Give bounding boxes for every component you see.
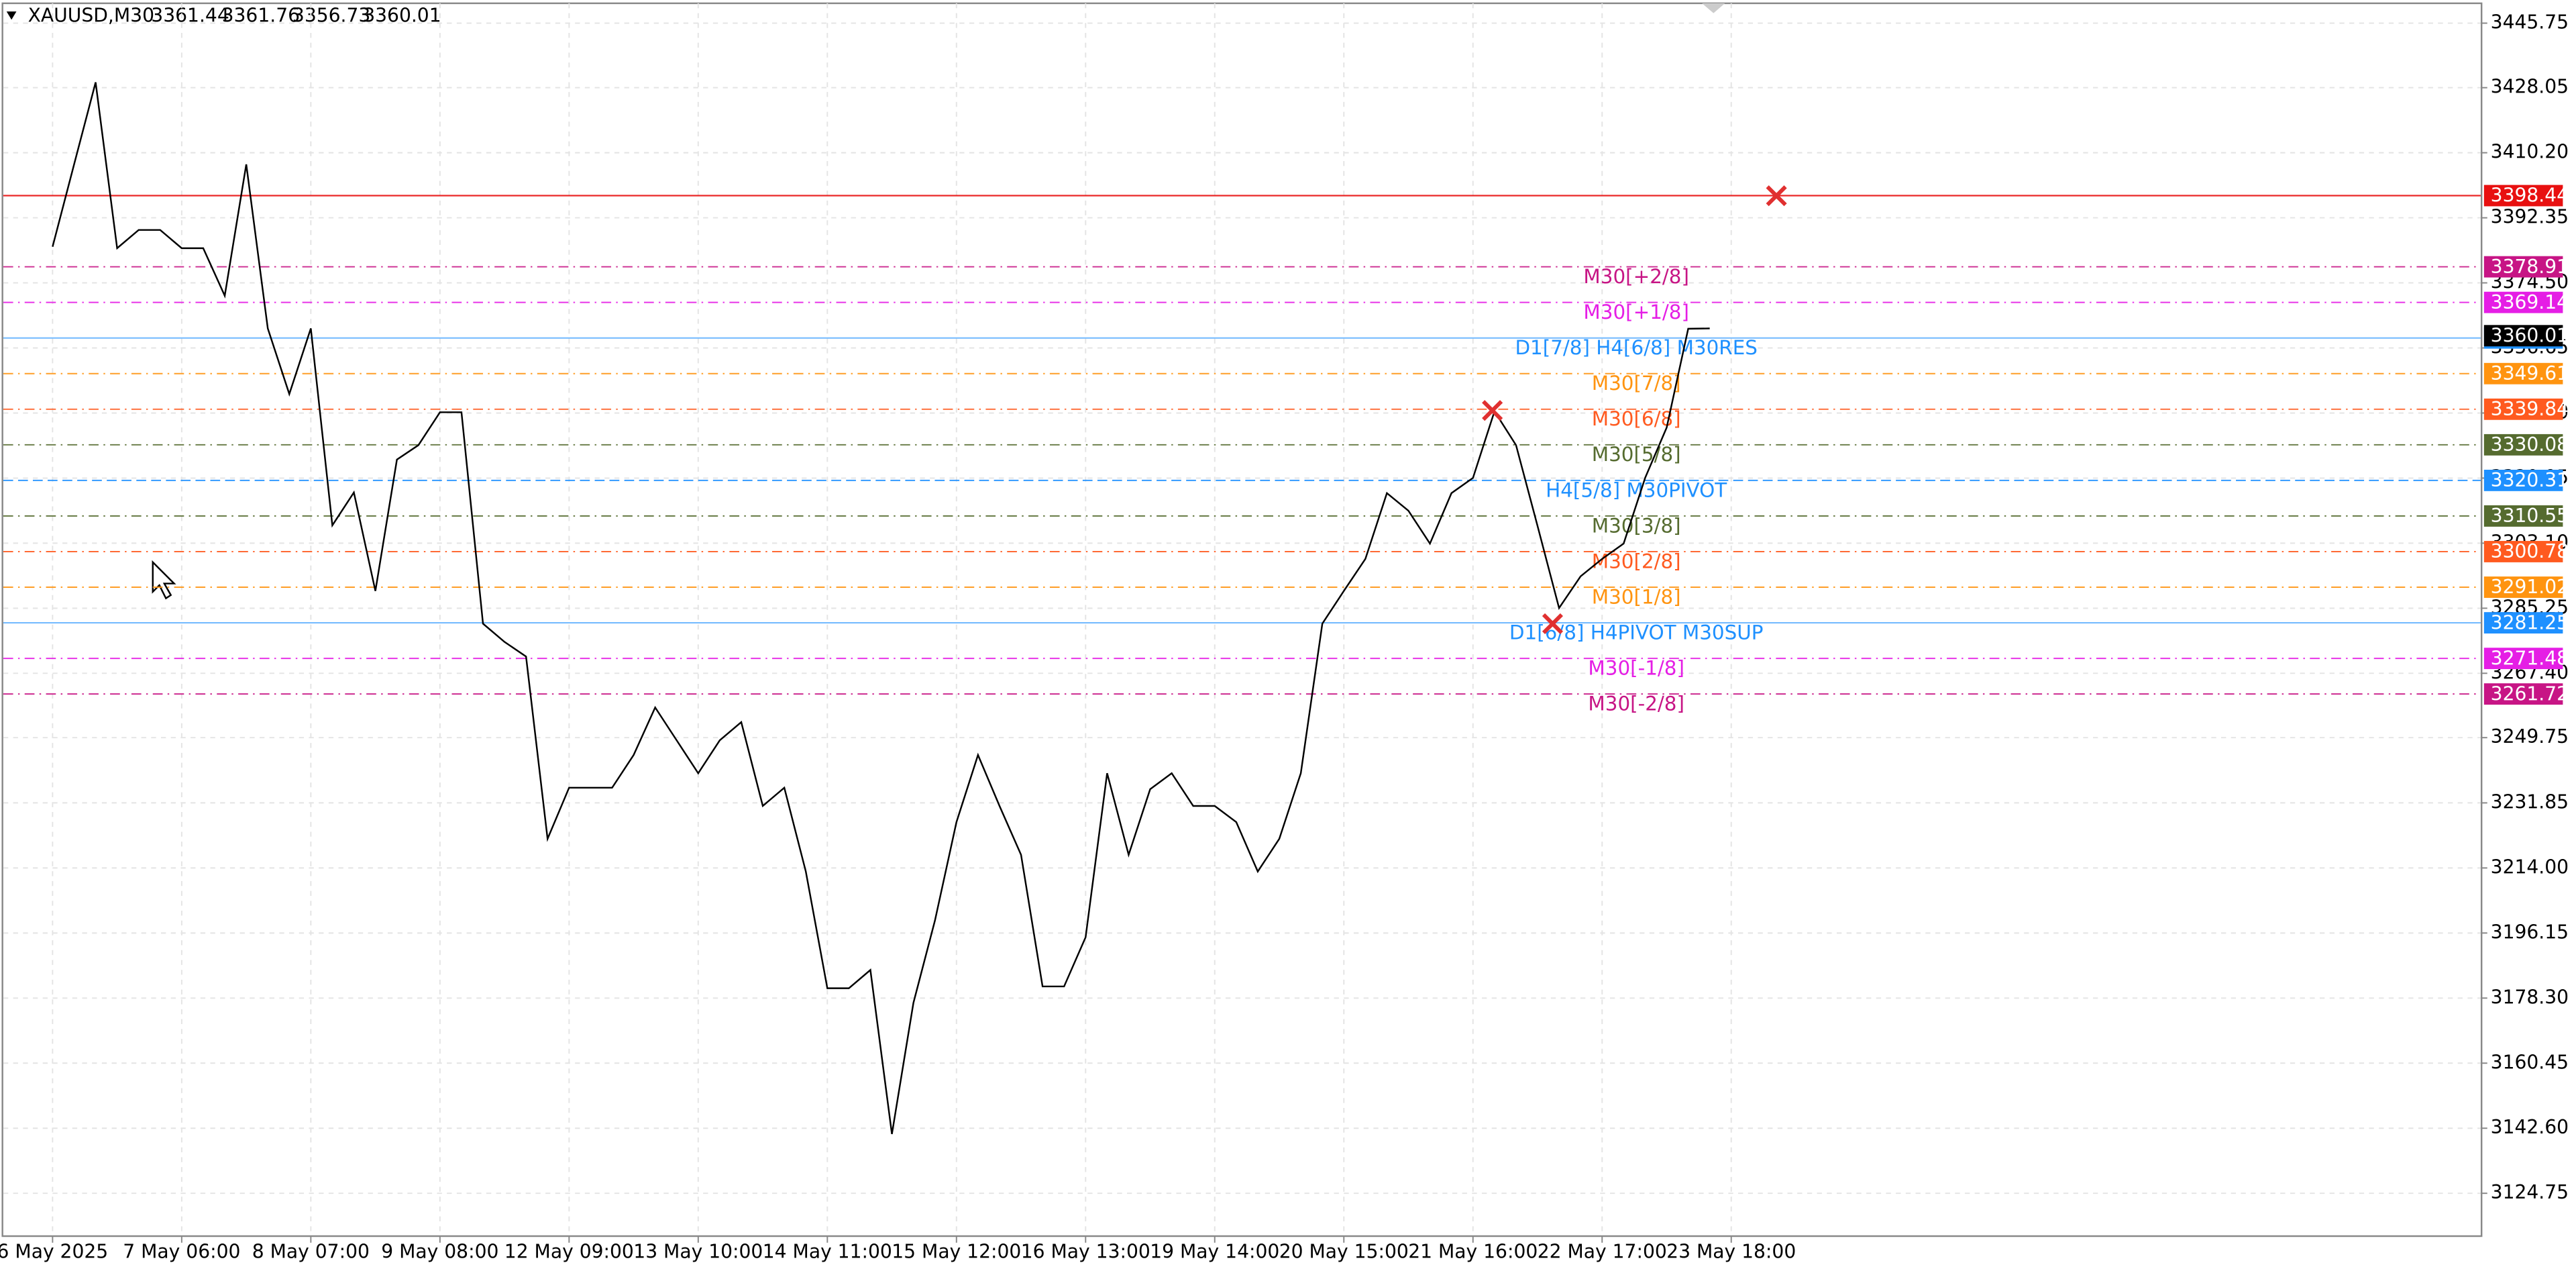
x-tick-label: 19 May 14:00 [1150, 1241, 1279, 1263]
y-tick-label: 3196.15 [2491, 921, 2569, 943]
y-tick-label: 3178.30 [2491, 986, 2569, 1008]
plot-frame [1, 2, 2483, 1237]
level-price-tag-box [2483, 291, 2563, 313]
x-tick-label: 7 May 06:00 [123, 1241, 240, 1263]
x-tick-label: 9 May 08:00 [381, 1241, 498, 1263]
y-tick-label: 3214.00 [2491, 856, 2569, 878]
level-price-tag-box [2483, 434, 2563, 456]
level-price-tag-box [2483, 576, 2563, 598]
level-price-tag-box [2483, 648, 2563, 670]
level-price-tag: 3281.25 [2491, 611, 2569, 633]
y-tick-label: 3428.05 [2491, 76, 2569, 98]
level-label: M30[3/8] [1592, 514, 1681, 537]
level-price-tag: 3320.31 [2491, 469, 2569, 491]
level-label: M30[1/8] [1592, 585, 1681, 608]
level-label: M30[+2/8] [1583, 265, 1689, 288]
level-price-tag: 3271.48 [2491, 647, 2569, 669]
level-price-tag: 3310.55 [2491, 505, 2569, 527]
level-price-tag-box [2483, 469, 2563, 491]
level-label: M30[-1/8] [1588, 657, 1684, 680]
y-tick-label: 3124.75 [2491, 1181, 2569, 1203]
level-price-tag-box [2483, 505, 2563, 527]
level-price-tag: 3369.14 [2491, 291, 2569, 313]
level-price-tag: 3300.78 [2491, 540, 2569, 562]
x-tick-label: 6 May 2025 [0, 1241, 108, 1263]
level-price-tag: 3378.91 [2491, 256, 2569, 278]
y-tick-label: 3410.20 [2491, 141, 2569, 163]
scroll-marker [1702, 3, 1725, 13]
level-label: M30[5/8] [1592, 443, 1681, 466]
level-price-tag: 3349.61 [2491, 362, 2569, 385]
level-price-tag: 3291.02 [2491, 576, 2569, 598]
price-line [52, 82, 1710, 1135]
level-price-tag: 3330.08 [2491, 434, 2569, 456]
x-marker [1542, 613, 1564, 634]
x-tick-label: 16 May 13:00 [1021, 1241, 1150, 1263]
level-label: M30[7/8] [1592, 372, 1681, 395]
x-tick-label: 23 May 18:00 [1666, 1241, 1796, 1263]
y-tick-label: 3249.75 [2491, 725, 2569, 748]
level-price-tag-box [2483, 256, 2563, 278]
x-tick-label: 14 May 11:00 [763, 1241, 892, 1263]
x-tick-label: 13 May 10:00 [633, 1241, 763, 1263]
level-price-tag-box [2483, 398, 2563, 420]
menu-arrow [6, 11, 17, 20]
level-label: H4[5/8] M30PIVOT [1546, 478, 1727, 501]
level-label: M30[2/8] [1592, 550, 1681, 572]
current-price-tag-box [2483, 325, 2563, 347]
x-tick-label: 22 May 17:00 [1538, 1241, 1667, 1263]
x-marker [1482, 400, 1503, 421]
y-tick-label: 3231.85 [2491, 791, 2569, 813]
x-tick-label: 8 May 07:00 [252, 1241, 370, 1263]
x-tick-label: 20 May 15:00 [1279, 1241, 1409, 1263]
level-price-tag-box [2483, 185, 2563, 207]
level-price-tag: 3261.72 [2491, 682, 2569, 705]
x-tick-label: 15 May 12:00 [892, 1241, 1021, 1263]
y-tick-label: 3445.75 [2491, 11, 2569, 34]
level-price-tag-box [2483, 362, 2563, 385]
level-price-tag-box [2483, 612, 2563, 633]
mouse-cursor [152, 560, 176, 600]
level-label: M30[-2/8] [1588, 693, 1684, 715]
level-label: M30[+1/8] [1583, 301, 1689, 323]
y-tick-label: 3142.60 [2491, 1116, 2569, 1138]
level-label: D1[6/8] H4PIVOT M30SUP [1509, 621, 1764, 644]
level-price-tag: 3339.84 [2491, 398, 2569, 420]
level-label: M30[6/8] [1592, 407, 1681, 430]
level-price-tag-box [2483, 541, 2563, 562]
current-price-tag: 3360.01 [2491, 324, 2569, 346]
level-label: D1[7/8] H4[6/8] M30RES [1515, 336, 1757, 359]
level-price-tag-box [2483, 683, 2563, 705]
level-price-tag: 3398.44 [2491, 185, 2569, 207]
x-tick-label: 12 May 09:00 [504, 1241, 634, 1263]
y-tick-label: 3160.45 [2491, 1051, 2569, 1073]
y-tick-label: 3392.35 [2491, 206, 2569, 228]
x-tick-label: 21 May 16:00 [1408, 1241, 1538, 1263]
x-marker [1766, 185, 1787, 207]
